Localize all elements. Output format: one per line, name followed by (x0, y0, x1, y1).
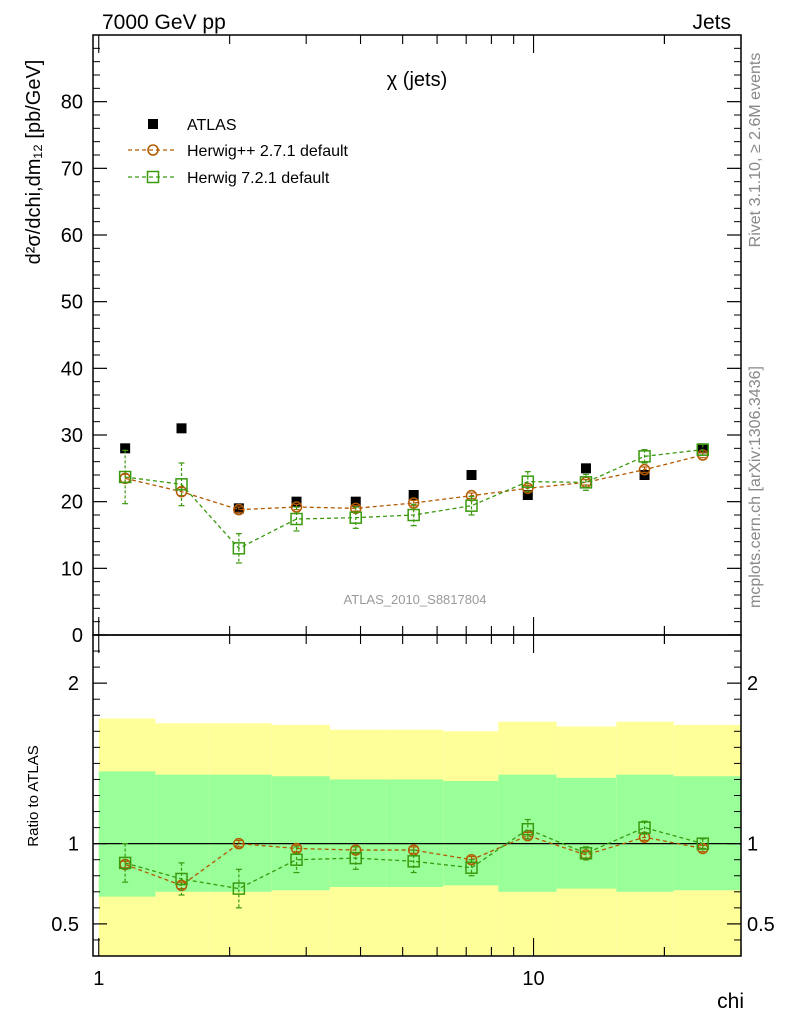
mcplots-label: mcplots.cern.ch [arXiv:1306.3436] (747, 366, 764, 608)
uncertainty-band-inner (271, 776, 330, 891)
herwig-2-7-1-default-point (233, 837, 245, 850)
analysis-watermark: ATLAS_2010_S8817804 (344, 592, 487, 607)
herwig-7-2-1-default-point (638, 450, 651, 463)
herwig-7-2-1-default-point (349, 851, 362, 865)
legend-marker (146, 170, 160, 184)
header-left: 7000 GeV pp (102, 11, 226, 34)
uncertainty-band-inner (155, 774, 210, 892)
herwig-7-2-1-default-point (638, 821, 651, 834)
main-panel: 0 10 20 30 40 50 60 70 80 χ (jets) ATLAS_2010_S8… (23, 34, 742, 647)
ratio-panel: 0.5 0.5 1 1 2 2 1 10 Ratio to ATLAS chi (25, 634, 775, 1013)
herwig-7-2-1-default-point (118, 856, 132, 870)
herwig-2-7-1-default-point (349, 844, 362, 856)
atlas-point (466, 470, 477, 480)
y-tick-label: 10 (61, 558, 83, 580)
herwig-7-2-1-default-point (579, 476, 593, 489)
atlas-point (408, 490, 419, 500)
uncertainty-band-inner (209, 774, 272, 892)
y-tick-label: 70 (61, 158, 83, 180)
y-tick-label-right: 2 (747, 673, 758, 695)
ratio-y-axis-label: Ratio to ATLAS (25, 745, 42, 846)
legend: ATLAS Herwig++ 2.7.1 default Herwig 7.2.1 … (128, 117, 349, 187)
herwig-7-2-1-default-point (521, 822, 535, 836)
atlas-point (176, 423, 187, 434)
y-tick-label: 60 (61, 225, 83, 247)
legend-marker (148, 119, 158, 129)
uncertainty-band-inner (98, 771, 156, 897)
x-tick-label: 10 (522, 968, 544, 990)
uncertainty-band-inner (329, 779, 387, 887)
uncertainty-band-inner (386, 779, 444, 887)
atlas-point (120, 443, 131, 454)
rivet-version-label: Rivet 3.1.10, ≥ 2.6M events (747, 53, 764, 248)
atlas-point (697, 443, 708, 454)
y-tick-label: 2 (68, 673, 79, 695)
herwig-7-2-1-default-point (290, 512, 303, 526)
herwig-7-2-1-default-point (407, 508, 420, 522)
main-y-axis-label: d²σ/dchi,dm₁₂ [pb/GeV] (23, 60, 45, 265)
y-tick-label-right: 0.5 (747, 914, 775, 936)
herwig-7-2-1-default-point (696, 443, 710, 456)
herwig-7-2-1-default-point (579, 847, 593, 860)
legend-label: Herwig 7.2.1 default (187, 170, 330, 187)
x-tick-label: 1 (93, 968, 104, 990)
y-tick-label: 80 (61, 92, 83, 114)
herwig-7-2-1-default-point (175, 872, 188, 886)
legend-label: Herwig++ 2.7.1 default (187, 143, 349, 160)
herwig-7-2-1-default-point (465, 499, 478, 512)
herwig-2-7-1-default-point (175, 485, 188, 498)
y-tick-label: 40 (61, 358, 83, 380)
herwig-7-2-1-default-point (232, 882, 246, 895)
herwig-2-7-1-default-point (233, 503, 245, 516)
header-right: Jets (692, 11, 731, 34)
y-tick-label: 30 (61, 425, 83, 447)
herwig-2-7-1-default-line (124, 454, 703, 511)
y-tick-label: 1 (68, 834, 79, 856)
herwig-2-7-1-default-line (124, 834, 703, 887)
y-tick-label: 0.5 (51, 914, 79, 936)
legend-label: ATLAS (187, 117, 237, 134)
herwig-7-2-1-default-point (232, 542, 246, 555)
herwig-7-2-1-default-point (465, 861, 478, 874)
herwig-7-2-1-default-point (290, 853, 303, 866)
atlas-point (580, 463, 591, 474)
legend-marker (147, 144, 159, 156)
atlas-point (350, 496, 361, 507)
herwig-7-2-1-default-point (696, 837, 710, 850)
main-title: χ (jets) (387, 69, 448, 91)
herwig-7-2-1-default-point (118, 470, 132, 484)
herwig-2-7-1-default-point (407, 497, 420, 509)
y-tick-label: 50 (61, 292, 83, 314)
herwig-7-2-1-default-point (407, 855, 420, 868)
y-tick-label: 20 (61, 492, 83, 514)
y-tick-label: 0 (72, 625, 83, 647)
y-tick-label-right: 1 (747, 834, 758, 856)
herwig-7-2-1-default-point (521, 475, 535, 488)
atlas-point (522, 490, 533, 500)
x-axis-label: chi (717, 990, 744, 1013)
uncertainty-band-inner (556, 777, 617, 889)
herwig-7-2-1-default-point (349, 511, 362, 524)
herwig-2-7-1-default-point (638, 463, 651, 476)
uncertainty-band-inner (673, 776, 741, 891)
herwig-7-2-1-default-point (175, 478, 188, 491)
uncertainty-band-inner (443, 781, 499, 886)
